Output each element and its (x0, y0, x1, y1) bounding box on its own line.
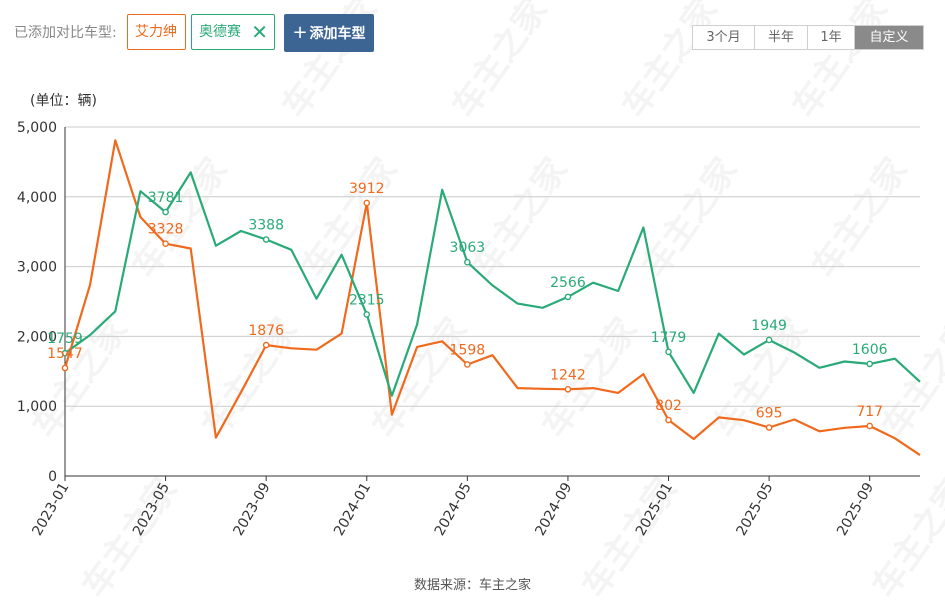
data-label: 1876 (248, 323, 284, 339)
data-point (262, 236, 270, 243)
y-tick-label: 0 (48, 469, 57, 485)
data-point (866, 422, 874, 430)
series-line-0 (63, 139, 921, 457)
data-label: 717 (856, 404, 883, 420)
x-tick-label: 2024-05 (432, 480, 475, 539)
data-label: 3388 (248, 218, 284, 234)
data-point (564, 386, 572, 393)
x-tick-label: 2025-05 (733, 480, 776, 539)
model-chip-ailishen[interactable]: 艾力绅 (127, 14, 186, 50)
range-selector: 3个月 半年 1年 自定义 (692, 25, 924, 50)
watermark-text: 车主之家 (295, 151, 406, 285)
grid-lines: 0 1,000 2,000 3,000 4,000 5,000 (17, 120, 920, 485)
data-point (162, 208, 169, 216)
data-label: 1547 (47, 346, 83, 362)
y-tick-label: 1,000 (17, 399, 57, 415)
data-label: 2315 (349, 292, 385, 308)
watermark-text: 车主之家 (465, 151, 576, 285)
model-chip-label: 艾力绅 (135, 24, 177, 40)
range-custom[interactable]: 自定义 (855, 26, 923, 49)
data-point (464, 258, 471, 266)
data-point (61, 364, 69, 372)
add-model-label: 添加车型 (309, 26, 366, 42)
data-label: 1606 (852, 342, 888, 358)
data-point (61, 349, 69, 357)
compare-label: 已添加对比车型: (14, 25, 117, 41)
data-label: 3912 (349, 181, 385, 197)
data-point (866, 360, 874, 368)
data-point (765, 336, 773, 344)
series-line-1 (64, 171, 921, 397)
data-point (765, 424, 773, 431)
data-label: 695 (756, 405, 783, 421)
range-3-months[interactable]: 3个月 (693, 26, 755, 49)
data-label: 802 (655, 398, 682, 414)
data-point (363, 199, 371, 207)
data-label: 1779 (651, 330, 687, 346)
range-1-year[interactable]: 1年 (808, 26, 855, 49)
compare-bar: 已添加对比车型: 艾力绅 奥德赛 ✕ + 添加车型 (0, 14, 945, 52)
y-tick-label: 4,000 (17, 190, 57, 206)
data-point (262, 341, 270, 349)
data-source: 数据来源：车主之家 (413, 578, 531, 593)
series-layer (61, 139, 921, 457)
close-icon[interactable]: ✕ (251, 20, 268, 44)
y-tick-label: 3,000 (17, 260, 57, 276)
x-tick-label: 2023-01 (29, 480, 72, 539)
data-labels: 1547 3328 1876 3912 1598 1242 802 695 717 1759 378… (47, 181, 887, 422)
x-tick-label: 2024-09 (532, 480, 575, 539)
y-tick-label: 5,000 (17, 120, 57, 136)
add-model-button[interactable]: + 添加车型 (284, 14, 374, 52)
data-point (464, 361, 471, 368)
data-point (162, 240, 169, 248)
data-point (665, 416, 672, 424)
data-point (363, 311, 371, 318)
data-label: 3328 (148, 222, 184, 238)
unit-label: (单位：辆) (30, 93, 97, 109)
watermark-text: 车主之家 (875, 311, 945, 445)
data-label: 2566 (550, 275, 586, 291)
model-chip-odyssey[interactable]: 奥德赛 ✕ (191, 14, 275, 50)
data-label: 1598 (450, 342, 486, 358)
data-label: 1242 (550, 367, 586, 383)
model-chip-label: 奥德赛 (199, 24, 241, 40)
data-point (564, 293, 572, 301)
data-label: 1759 (47, 331, 83, 347)
data-label: 3781 (148, 190, 184, 206)
plus-icon: + (292, 22, 308, 43)
range-half-year[interactable]: 半年 (755, 26, 808, 49)
watermark-text: 车主之家 (805, 151, 916, 285)
data-point (665, 348, 672, 356)
x-tick-label: 2023-09 (231, 480, 274, 539)
x-tick-label: 2025-09 (834, 480, 877, 539)
x-tick-label: 2024-01 (331, 480, 374, 539)
data-label: 1949 (751, 318, 787, 334)
y-tick-label: 2,000 (17, 329, 57, 345)
data-label: 3063 (450, 240, 486, 256)
